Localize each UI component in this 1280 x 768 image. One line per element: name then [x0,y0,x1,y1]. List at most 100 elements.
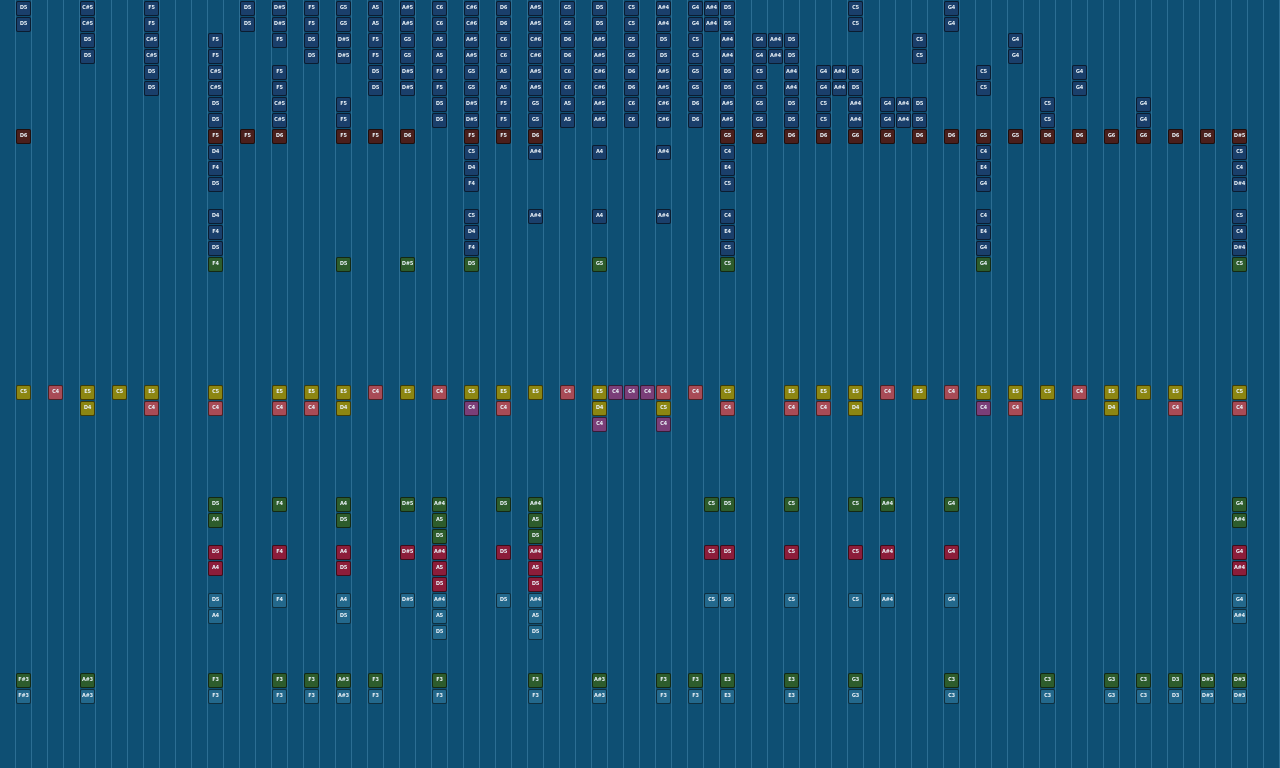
note-cell[interactable]: D4 [848,401,863,416]
note-cell[interactable]: F4 [208,225,223,240]
note-cell[interactable]: F4 [208,257,223,272]
note-cell[interactable]: D#5 [464,97,479,112]
note-cell[interactable]: D#5 [400,497,415,512]
note-cell[interactable]: G5 [400,33,415,48]
note-cell[interactable]: E5 [400,385,415,400]
note-cell[interactable]: F4 [272,545,287,560]
note-cell[interactable]: C5 [816,113,831,128]
note-cell[interactable]: C#5 [272,97,287,112]
note-cell[interactable]: G4 [944,1,959,16]
note-cell[interactable]: A#4 [848,97,863,112]
note-cell[interactable]: E4 [720,225,735,240]
note-cell[interactable]: F4 [208,161,223,176]
note-cell[interactable]: C5 [624,17,639,32]
note-cell[interactable]: C4 [560,385,575,400]
note-cell[interactable]: F3 [272,673,287,688]
note-cell[interactable]: A#4 [848,113,863,128]
note-cell[interactable]: D5 [144,65,159,80]
note-cell[interactable]: C5 [688,49,703,64]
note-cell[interactable]: F3 [208,673,223,688]
note-cell[interactable]: C5 [1232,257,1247,272]
note-cell[interactable]: D#5 [1232,129,1247,144]
note-cell[interactable]: C4 [720,401,735,416]
note-cell[interactable]: A#4 [528,145,543,160]
note-cell[interactable]: G5 [688,65,703,80]
note-cell[interactable]: C5 [16,385,31,400]
note-cell[interactable]: D#5 [400,593,415,608]
note-cell[interactable]: C#6 [592,81,607,96]
note-cell[interactable]: C5 [752,81,767,96]
note-cell[interactable]: C#5 [272,113,287,128]
note-cell[interactable]: D5 [912,113,927,128]
note-cell[interactable]: G5 [976,129,991,144]
note-cell[interactable]: G4 [688,17,703,32]
note-cell[interactable]: C5 [624,1,639,16]
note-cell[interactable]: C4 [816,401,831,416]
note-cell[interactable]: G4 [1136,97,1151,112]
note-cell[interactable]: D5 [784,97,799,112]
note-cell[interactable]: G4 [944,593,959,608]
note-cell[interactable]: D5 [592,17,607,32]
note-cell[interactable]: C5 [976,385,991,400]
note-cell[interactable]: D5 [528,577,543,592]
note-cell[interactable]: A#4 [656,209,671,224]
note-cell[interactable]: A#4 [528,497,543,512]
note-cell[interactable]: G5 [752,113,767,128]
note-cell[interactable]: E3 [784,673,799,688]
note-cell[interactable]: E4 [976,161,991,176]
note-cell[interactable]: E4 [976,225,991,240]
note-cell[interactable]: D5 [16,1,31,16]
note-cell[interactable]: F3 [656,689,671,704]
note-cell[interactable]: F3 [528,689,543,704]
note-cell[interactable]: D5 [432,529,447,544]
note-cell[interactable]: E5 [272,385,287,400]
note-cell[interactable]: A#5 [656,81,671,96]
note-cell[interactable]: D5 [848,81,863,96]
note-cell[interactable]: D#4 [1232,177,1247,192]
note-cell[interactable]: A4 [208,513,223,528]
note-cell[interactable]: C5 [848,593,863,608]
note-cell[interactable]: F4 [272,497,287,512]
note-cell[interactable]: A#5 [592,113,607,128]
note-cell[interactable]: A#5 [528,1,543,16]
note-cell[interactable]: D5 [656,33,671,48]
note-cell[interactable]: D5 [592,1,607,16]
note-cell[interactable]: D#5 [336,49,351,64]
note-cell[interactable]: D5 [368,81,383,96]
note-cell[interactable]: F5 [432,65,447,80]
note-cell[interactable]: C4 [624,385,639,400]
note-cell[interactable]: C4 [272,401,287,416]
note-cell[interactable]: D#5 [272,1,287,16]
note-cell[interactable]: A#4 [432,497,447,512]
note-cell[interactable]: C#6 [528,49,543,64]
note-cell[interactable]: E5 [144,385,159,400]
note-cell[interactable]: F3 [368,673,383,688]
note-cell[interactable]: C5 [464,209,479,224]
note-cell[interactable]: F3 [688,673,703,688]
note-cell[interactable]: F5 [432,81,447,96]
note-cell[interactable]: C3 [1040,689,1055,704]
note-cell[interactable]: D#5 [400,545,415,560]
note-cell[interactable]: D5 [432,97,447,112]
note-cell[interactable]: A#5 [528,17,543,32]
note-cell[interactable]: C5 [784,593,799,608]
note-cell[interactable]: F5 [208,129,223,144]
note-cell[interactable]: E5 [336,385,351,400]
note-cell[interactable]: C5 [784,545,799,560]
note-cell[interactable]: C5 [752,65,767,80]
note-cell[interactable]: C5 [464,385,479,400]
note-cell[interactable]: D#3 [1200,689,1215,704]
note-cell[interactable]: A#4 [720,33,735,48]
note-cell[interactable]: C6 [432,1,447,16]
note-cell[interactable]: D6 [16,129,31,144]
note-cell[interactable]: D5 [784,113,799,128]
note-cell[interactable]: D4 [208,145,223,160]
note-cell[interactable]: C#5 [80,1,95,16]
note-cell[interactable]: A#4 [432,545,447,560]
note-cell[interactable]: D#5 [272,17,287,32]
note-cell[interactable]: C5 [1040,385,1055,400]
note-cell[interactable]: F5 [304,17,319,32]
note-cell[interactable]: C4 [1072,385,1087,400]
note-cell[interactable]: C6 [496,49,511,64]
note-cell[interactable]: C#6 [464,1,479,16]
